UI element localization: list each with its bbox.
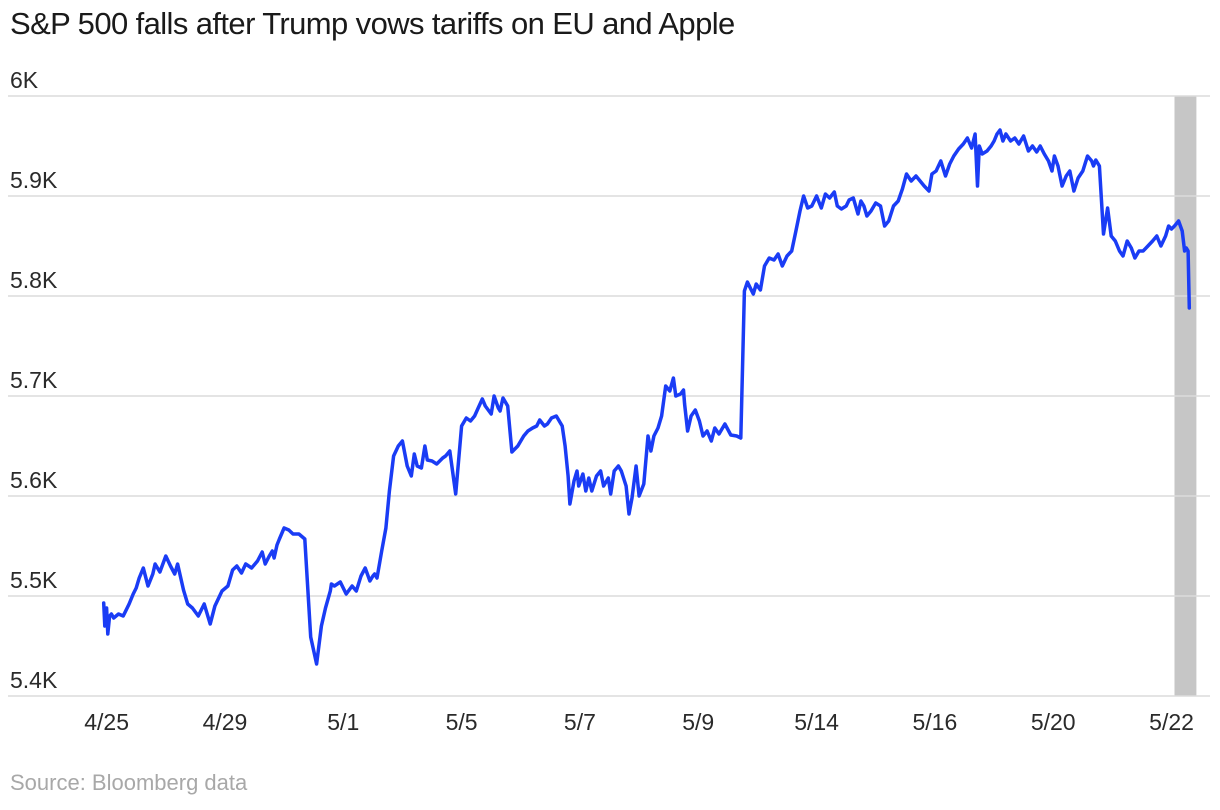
- gridlines: [8, 95, 1210, 697]
- x-tick-label: 5/16: [913, 709, 958, 735]
- x-axis-ticks: 4/25 4/29 5/1 5/5 5/7 5/9 5/14 5/16 5/20 5/22: [84, 709, 1194, 735]
- y-axis-ticks: 6K 5.9K 5.8K 5.7K 5.6K 5.5K 5.4K: [10, 67, 58, 693]
- y-tick-label: 5.4K: [10, 667, 58, 693]
- y-tick-label: 5.7K: [10, 367, 58, 393]
- x-tick-label: 4/29: [203, 709, 248, 735]
- y-tick-label: 5.8K: [10, 267, 58, 293]
- x-tick-label: 5/20: [1031, 709, 1076, 735]
- series-line-sp500: [101, 128, 1192, 666]
- x-tick-label: 4/25: [84, 709, 129, 735]
- x-tick-label: 5/7: [564, 709, 596, 735]
- x-tick-label: 5/1: [327, 709, 359, 735]
- y-tick-label: 5.5K: [10, 567, 58, 593]
- y-tick-label: 5.9K: [10, 167, 58, 193]
- x-tick-label: 5/14: [794, 709, 839, 735]
- y-tick-label: 5.6K: [10, 467, 58, 493]
- x-tick-label: 5/22: [1149, 709, 1194, 735]
- chart-title: S&P 500 falls after Trump vows tariffs o…: [10, 6, 735, 41]
- series-layer: [101, 128, 1192, 666]
- y-tick-label: 6K: [10, 67, 39, 93]
- x-tick-label: 5/5: [446, 709, 478, 735]
- x-tick-label: 5/9: [682, 709, 714, 735]
- source-note: Source: Bloomberg data: [10, 770, 248, 795]
